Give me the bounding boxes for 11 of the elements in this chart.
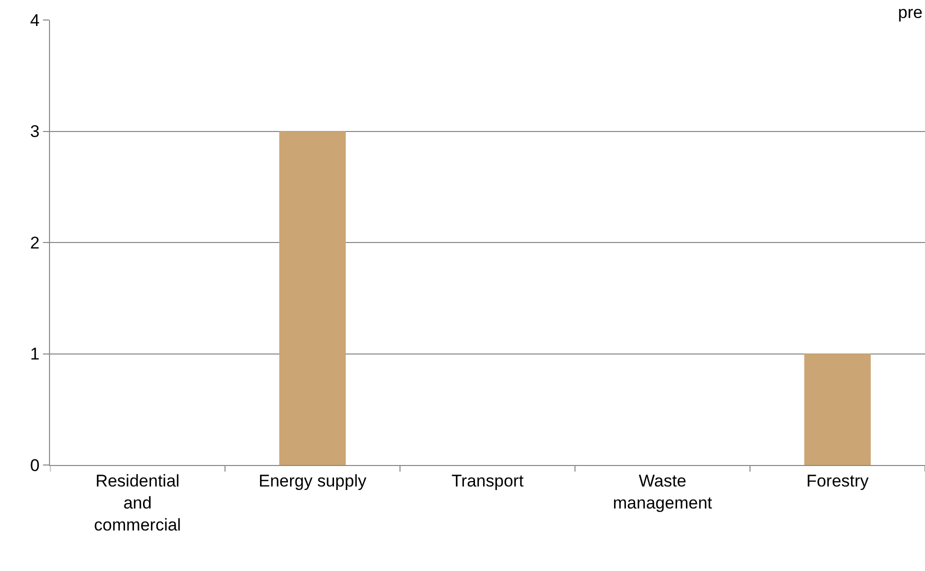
x-tick-label: Waste management	[612, 471, 712, 512]
y-tick-label: 4	[30, 10, 40, 30]
x-tick-label: Forestry	[806, 471, 870, 490]
x-tick-label: Energy supply	[258, 471, 367, 490]
y-tick-label: 0	[30, 456, 40, 475]
annotation: pre	[898, 3, 923, 22]
y-tick-label: 2	[30, 233, 40, 252]
y-tick-label: 1	[30, 344, 40, 364]
x-tick-label: Residential and commercial	[94, 471, 181, 535]
y-tick-label: 3	[30, 122, 40, 142]
x-tick-label: Transport	[451, 471, 524, 490]
